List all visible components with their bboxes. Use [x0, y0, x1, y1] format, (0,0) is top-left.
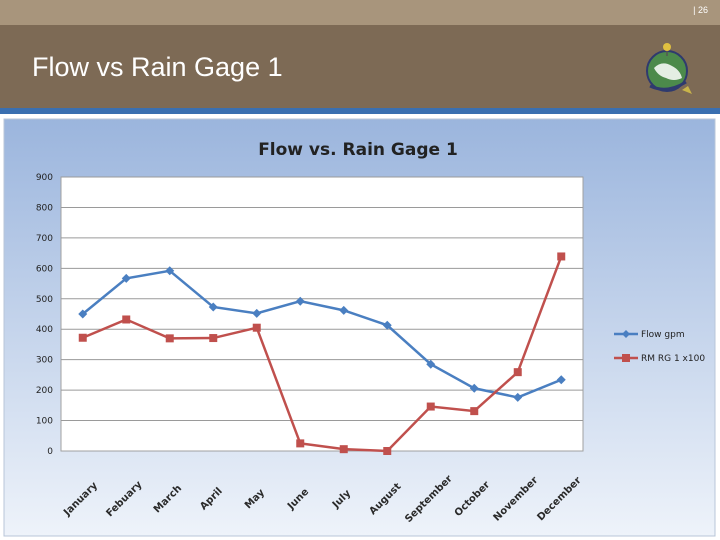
data-point [513, 392, 523, 402]
data-point [209, 334, 218, 343]
y-tick-label: 500 [36, 295, 53, 305]
page-number: | 26 [693, 5, 708, 15]
legend-label: Flow gpm [641, 330, 685, 340]
data-point [78, 309, 88, 319]
data-point [78, 333, 87, 342]
data-point [339, 305, 349, 315]
y-tick-label: 800 [36, 203, 53, 213]
data-point [426, 402, 435, 411]
slide-header [0, 25, 720, 108]
data-point [252, 308, 262, 318]
data-point [296, 439, 305, 448]
top-band: | 26 [0, 0, 720, 25]
data-point [295, 296, 305, 306]
data-point [252, 323, 261, 332]
data-point [383, 447, 392, 455]
legend-marker [622, 330, 630, 338]
globe-logo-icon [646, 43, 692, 94]
series-line [82, 256, 563, 453]
y-tick-label: 600 [36, 264, 53, 274]
y-tick-label: 400 [36, 325, 53, 335]
y-tick-label: 700 [36, 234, 53, 244]
data-point [513, 368, 522, 377]
chart-panel: Flow vs. Rain Gage 1 0 100 200 300 400 500 600 7… [3, 118, 716, 537]
data-point [469, 383, 479, 393]
data-point [165, 334, 174, 343]
chart-title: Flow vs. Rain Gage 1 [258, 140, 458, 160]
series-line [81, 269, 562, 399]
y-tick-label: 900 [36, 173, 53, 183]
legend-label: RM RG 1 x100 [641, 354, 705, 364]
data-point [382, 320, 392, 330]
data-point [556, 375, 566, 385]
slide-title: Flow vs Rain Gage 1 [32, 52, 283, 82]
data-point [165, 266, 175, 276]
y-tick-label: 200 [36, 386, 53, 396]
y-tick-label: 100 [36, 417, 53, 427]
accent-line [0, 108, 720, 114]
legend-marker [622, 354, 630, 362]
data-point [122, 315, 131, 324]
y-tick-label: 0 [47, 447, 53, 457]
data-point [557, 252, 566, 261]
data-point [339, 445, 348, 454]
y-tick-label: 300 [36, 356, 53, 366]
data-point [426, 359, 436, 369]
data-point [121, 273, 131, 283]
data-point [208, 302, 218, 312]
plot-area [60, 176, 584, 452]
data-point [470, 407, 479, 416]
